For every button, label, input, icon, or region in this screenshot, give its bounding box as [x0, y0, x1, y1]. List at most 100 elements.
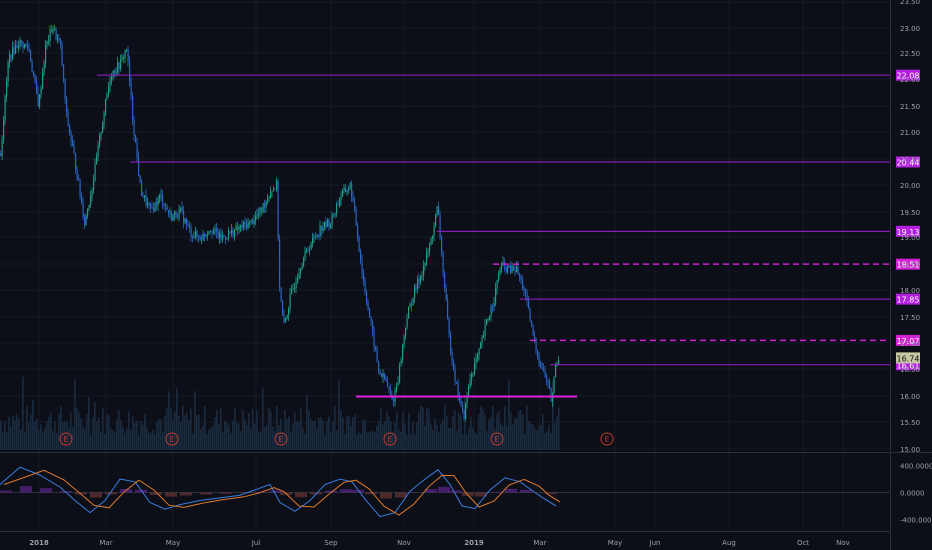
candle-body[interactable]	[541, 366, 543, 370]
candle-body[interactable]	[306, 249, 308, 252]
candle-body[interactable]	[48, 40, 50, 42]
candle-body[interactable]	[520, 276, 522, 280]
candle-body[interactable]	[480, 343, 482, 349]
candle-body[interactable]	[97, 145, 99, 157]
candle-body[interactable]	[3, 120, 5, 140]
candle-body[interactable]	[115, 71, 117, 74]
candle-body[interactable]	[24, 43, 26, 48]
candle-body[interactable]	[192, 236, 194, 238]
candle-body[interactable]	[187, 224, 189, 226]
candle-body[interactable]	[240, 224, 242, 228]
candle-body[interactable]	[219, 232, 221, 238]
candle-body[interactable]	[412, 297, 414, 306]
candle-body[interactable]	[60, 41, 62, 45]
candle-body[interactable]	[495, 288, 497, 303]
candle-body[interactable]	[553, 377, 555, 394]
candle-body[interactable]	[318, 234, 320, 236]
candle-body[interactable]	[141, 182, 143, 197]
candle-body[interactable]	[439, 215, 441, 238]
candle-body[interactable]	[315, 236, 317, 238]
candle-body[interactable]	[123, 56, 125, 59]
earnings-marker[interactable]	[274, 432, 288, 446]
candle-body[interactable]	[132, 95, 134, 120]
candle-body[interactable]	[166, 206, 168, 210]
candle-body[interactable]	[211, 231, 213, 234]
candle-body[interactable]	[403, 335, 405, 346]
candle-body[interactable]	[514, 270, 516, 272]
candle-body[interactable]	[12, 47, 14, 59]
candle-body[interactable]	[234, 230, 236, 237]
candle-body[interactable]	[105, 98, 107, 114]
candle-body[interactable]	[124, 50, 126, 59]
candle-body[interactable]	[108, 85, 110, 95]
candle-body[interactable]	[381, 374, 383, 377]
candle-body[interactable]	[450, 334, 452, 352]
candle-body[interactable]	[10, 54, 12, 59]
candle-body[interactable]	[34, 75, 36, 82]
candle-body[interactable]	[30, 50, 32, 62]
candle-body[interactable]	[49, 29, 51, 41]
candle-body[interactable]	[91, 190, 93, 197]
candle-body[interactable]	[442, 251, 444, 273]
candle-body[interactable]	[492, 306, 494, 308]
candle-body[interactable]	[303, 258, 305, 267]
candle-body[interactable]	[433, 226, 435, 237]
candle-body[interactable]	[256, 214, 258, 216]
candle-body[interactable]	[277, 180, 279, 239]
candle-body[interactable]	[484, 324, 486, 336]
candle-body[interactable]	[261, 207, 263, 212]
candle-body[interactable]	[136, 142, 138, 158]
candle-body[interactable]	[498, 275, 500, 281]
candle-body[interactable]	[118, 62, 120, 70]
candle-body[interactable]	[13, 47, 15, 54]
candle-body[interactable]	[372, 322, 374, 331]
candle-body[interactable]	[198, 236, 200, 238]
candle-body[interactable]	[241, 224, 243, 228]
candle-body[interactable]	[547, 379, 549, 382]
candle-body[interactable]	[535, 338, 537, 350]
candle-body[interactable]	[88, 204, 90, 210]
candle-body[interactable]	[289, 294, 291, 309]
candle-body[interactable]	[81, 195, 83, 203]
candle-body[interactable]	[355, 208, 357, 226]
candle-body[interactable]	[465, 402, 467, 420]
candle-body[interactable]	[279, 238, 281, 288]
candle-body[interactable]	[225, 236, 227, 239]
candle-body[interactable]	[216, 228, 218, 233]
candle-body[interactable]	[345, 187, 347, 192]
candle-body[interactable]	[184, 218, 186, 223]
candle-body[interactable]	[312, 237, 314, 244]
candle-body[interactable]	[207, 234, 209, 236]
candle-body[interactable]	[526, 293, 528, 301]
candle-body[interactable]	[282, 300, 284, 316]
candle-body[interactable]	[513, 266, 515, 271]
candle-body[interactable]	[523, 288, 525, 291]
candle-body[interactable]	[78, 179, 80, 181]
candle-body[interactable]	[426, 252, 428, 263]
candle-body[interactable]	[99, 135, 101, 146]
candle-body[interactable]	[90, 196, 92, 205]
candle-body[interactable]	[363, 272, 365, 282]
candle-body[interactable]	[67, 112, 69, 126]
candle-body[interactable]	[499, 268, 501, 276]
candle-body[interactable]	[183, 211, 185, 223]
candle-body[interactable]	[145, 195, 147, 206]
candle-body[interactable]	[271, 191, 273, 193]
candle-body[interactable]	[474, 363, 476, 374]
candle-body[interactable]	[15, 45, 17, 54]
candle-body[interactable]	[382, 373, 384, 377]
candle-body[interactable]	[190, 228, 192, 237]
candle-body[interactable]	[42, 73, 44, 89]
candle-body[interactable]	[331, 214, 333, 225]
candle-body[interactable]	[415, 286, 417, 289]
earnings-marker[interactable]	[490, 432, 504, 446]
candle-body[interactable]	[205, 234, 207, 237]
candle-body[interactable]	[334, 213, 336, 216]
candle-body[interactable]	[396, 385, 398, 391]
candle-body[interactable]	[519, 274, 521, 277]
candle-body[interactable]	[411, 303, 413, 306]
candle-body[interactable]	[217, 232, 219, 238]
candle-body[interactable]	[1, 139, 3, 156]
